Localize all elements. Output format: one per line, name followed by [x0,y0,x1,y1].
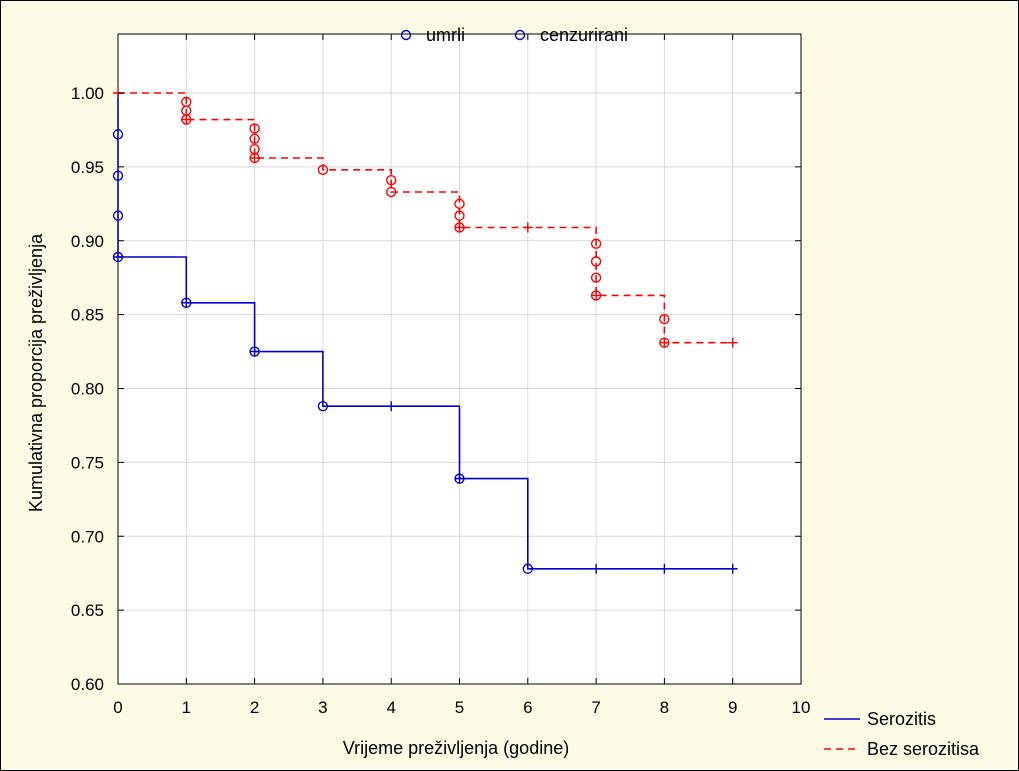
y-tick-label: 0.95 [71,158,104,177]
legend-label-bez-serozitisa: Bez serozitisa [867,739,980,759]
x-tick-label: 6 [523,698,532,717]
x-tick-label: 10 [792,698,811,717]
x-tick-label: 1 [182,698,191,717]
death-point [590,238,602,249]
death-point [317,164,329,176]
axes: 0 1 2 3 4 5 6 7 8 9 10 0.60 0.65 0.70 0.75 0.80 0.85 0.90… [71,34,811,717]
censored-point [659,337,670,348]
legend-marker-cenzurirani [514,29,526,41]
y-tick-label: 0.90 [71,232,104,251]
censored-point [727,563,738,574]
y-tick-label: 0.65 [71,601,104,620]
legend-marker-umrli [400,29,412,41]
death-point [249,133,260,145]
x-tick-label: 9 [728,698,737,717]
censored-point [181,114,192,125]
death-point [590,256,602,267]
x-tick-label: 2 [250,698,259,717]
series-layer [112,88,738,574]
y-tick-label: 0.80 [71,380,104,399]
censored-point [591,290,602,301]
legend-label-cenzurirani: cenzurirani [540,25,628,45]
censored-point [659,563,670,574]
censored-point [591,563,602,574]
death-point [317,401,329,412]
death-point [454,198,465,210]
line-legend: Serozitis Bez serozitisa [824,709,980,759]
death-point [522,563,533,574]
death-point [386,186,397,198]
censored-point [249,153,260,164]
grid [118,34,801,684]
x-axis-label: Vrijeme preživljenja (godine) [343,738,569,758]
x-tick-label: 3 [318,698,327,717]
y-tick-label: 1.00 [71,84,104,103]
death-point [249,123,260,134]
y-tick-label: 0.70 [71,527,104,546]
death-point [112,170,124,181]
series-line-bez-serozitisa [118,92,733,344]
censored-point [113,252,123,263]
death-point [659,313,670,325]
y-tick-label: 0.75 [71,453,104,472]
x-tick-label: 8 [660,698,669,717]
series-serozitis [112,93,738,574]
censored-point [181,297,192,308]
marker-legend: umrli cenzurirani [400,25,628,45]
censored-point [249,346,260,357]
censored-point [454,473,465,484]
x-tick-label: 4 [386,698,395,717]
series-line-serozitis [117,93,733,570]
censored-point [454,222,465,233]
legend-label-umrli: umrli [426,25,465,45]
x-tick-label: 7 [591,698,600,717]
y-tick-label: 0.60 [71,675,104,694]
censored-point [386,401,397,412]
death-point [112,129,124,140]
legend-label-serozitis: Serozitis [867,709,936,729]
death-point [112,210,124,221]
death-point [386,174,397,186]
censored-point [522,222,533,233]
series-bez-serozitisa [113,88,738,348]
y-tick-label: 0.85 [71,306,104,325]
censored-point [727,337,738,348]
y-axis-label: Kumulativna proporcija preživljenja [26,233,46,512]
x-tick-label: 0 [113,698,122,717]
x-tick-label: 5 [455,698,464,717]
death-point [454,210,465,221]
death-point [590,272,602,283]
